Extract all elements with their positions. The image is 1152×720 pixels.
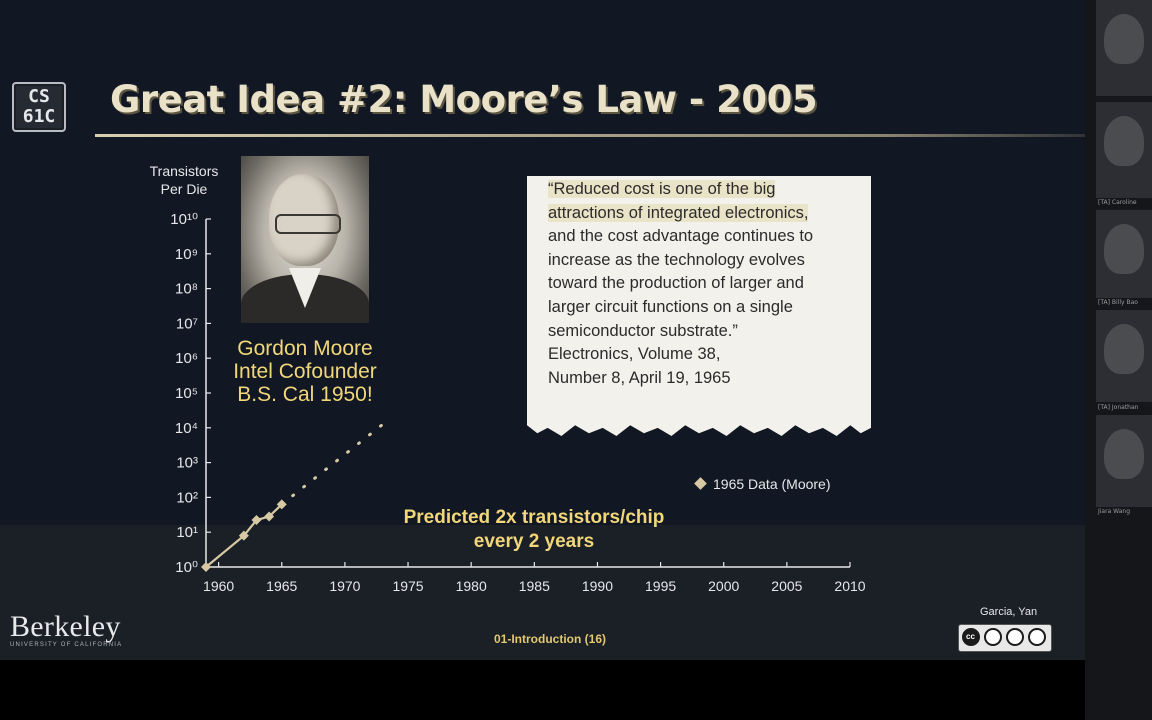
title-underline: [95, 134, 1085, 137]
cc-by-icon: [984, 628, 1002, 646]
photo-caption: Gordon Moore Intel Cofounder B.S. Cal 19…: [212, 337, 398, 406]
x-tick-label: 2005: [771, 578, 802, 594]
slide-lower-band: [0, 525, 1085, 660]
y-tick-label: 10³: [176, 455, 198, 472]
y-tick-label: 10⁹: [175, 246, 198, 263]
participant-tile[interactable]: [1096, 102, 1152, 198]
caption-line-degree: B.S. Cal 1950!: [237, 383, 373, 406]
trend-projection-line: [280, 422, 385, 506]
participant-name: Jiara Wang: [1098, 508, 1131, 515]
y-tick-label: 10¹: [176, 524, 198, 541]
quote-source: Electronics, Volume 38, Number 8, April …: [548, 343, 848, 390]
cc-nc-icon: [1006, 628, 1024, 646]
x-tick-label: 1975: [392, 578, 423, 594]
logo-line2: 61C: [22, 106, 56, 127]
data-point-marker: [264, 511, 275, 522]
x-tick-label: 1980: [456, 578, 487, 594]
quote-card: “Reduced cost is one of the big attracti…: [527, 176, 871, 436]
caption-line-role: Intel Cofounder: [233, 360, 377, 383]
x-tick-label: 1990: [582, 578, 613, 594]
x-tick-label: 1995: [645, 578, 676, 594]
x-tick-label: 1965: [266, 578, 297, 594]
slide-authors: Garcia, Yan: [980, 606, 1038, 618]
y-tick-label: 10⁸: [175, 281, 198, 298]
slide-title: Great Idea #2: Moore’s Law - 2005: [110, 78, 818, 121]
y-tick-label: 10⁶: [175, 350, 198, 367]
source-line: Number 8, April 19, 1965: [548, 368, 731, 387]
participant-tile[interactable]: [1096, 0, 1152, 96]
quote-text: “Reduced cost is one of the big attracti…: [548, 178, 866, 343]
x-tick-label: 1960: [203, 578, 234, 594]
slide-footer-label: 01-Introduction (16): [493, 632, 606, 646]
x-tick-label: 1985: [519, 578, 550, 594]
quote-line: and the cost advantage continues to: [548, 227, 814, 246]
data-point-marker: [201, 562, 211, 572]
cc-sa-icon: [1028, 628, 1046, 646]
diamond-marker-icon: [694, 477, 707, 490]
participant-name: [TA] Billy Bao: [1098, 299, 1138, 306]
quote-line: attractions of integrated electronics,: [548, 203, 809, 222]
source-line: Electronics, Volume 38,: [548, 345, 721, 363]
moores-law-chart: 10⁰ 10¹ 10² 10³ 10⁴ 10⁵ 10⁶ 10⁷ 10⁸ 10⁹ 10¹⁰ 1960 19…: [170, 211, 865, 594]
prediction-line: every 2 years: [473, 531, 595, 552]
quote-line: larger circuit functions on a single: [548, 297, 793, 316]
y-tick-label: 10⁵: [175, 385, 198, 402]
y-tick-label: 10⁰: [175, 559, 198, 576]
y-axis-title: Transistors Per Die: [138, 162, 230, 198]
y-tick-label: 10²: [176, 489, 198, 506]
y-axis-title-line2: Per Die: [160, 181, 208, 197]
y-tick-label: 10¹⁰: [170, 211, 198, 228]
y-axis-title-line1: Transistors: [149, 163, 219, 179]
cc-icon: [962, 628, 980, 646]
caption-line-name: Gordon Moore: [237, 337, 373, 360]
quote-line: toward the production of larger and: [548, 274, 804, 293]
y-tick-label: 10⁴: [175, 420, 198, 437]
data-point-marker: [276, 499, 287, 510]
participant-tile[interactable]: [1096, 310, 1152, 402]
creative-commons-badge: [958, 624, 1052, 652]
x-tick-label: 2000: [708, 578, 739, 594]
x-tick-label: 2010: [834, 578, 865, 594]
berkeley-subtitle: UNIVERSITY OF CALIFORNIA: [10, 642, 123, 648]
logo-line1: CS: [28, 86, 50, 107]
slide: CS 61C Great Idea #2: Moore’s Law - 2005…: [0, 0, 1085, 660]
participant-name: [TA] Caroline: [1098, 199, 1137, 206]
berkeley-wordmark: Berkeley: [10, 610, 121, 643]
legend-label: 1965 Data (Moore): [713, 476, 831, 492]
quote-line: “Reduced cost is one of the big: [548, 180, 776, 198]
prediction-text: Predicted 2x transistors/chip every 2 ye…: [368, 506, 700, 554]
participant-tile[interactable]: [1096, 210, 1152, 298]
quote-line: increase as the technology evolves: [548, 250, 805, 269]
x-tick-label: 1970: [329, 578, 360, 594]
data-point-marker: [251, 515, 262, 526]
gordon-moore-photo: [241, 156, 369, 323]
berkeley-logo: Berkeley UNIVERSITY OF CALIFORNIA: [10, 610, 122, 648]
participant-tile[interactable]: [1096, 415, 1152, 507]
y-tick-label: 10⁷: [176, 315, 198, 332]
prediction-line: Predicted 2x transistors/chip: [403, 507, 665, 528]
cs61c-logo: CS 61C: [12, 82, 66, 132]
video-participant-sidebar: [TA] Caroline [TA] Billy Bao [TA] Jonath…: [1085, 0, 1152, 720]
chart-legend: 1965 Data (Moore): [694, 476, 831, 492]
data-point-marker: [238, 530, 249, 541]
participant-name: [TA] Jonathan: [1098, 404, 1139, 411]
quote-line: semiconductor substrate.”: [548, 321, 738, 340]
